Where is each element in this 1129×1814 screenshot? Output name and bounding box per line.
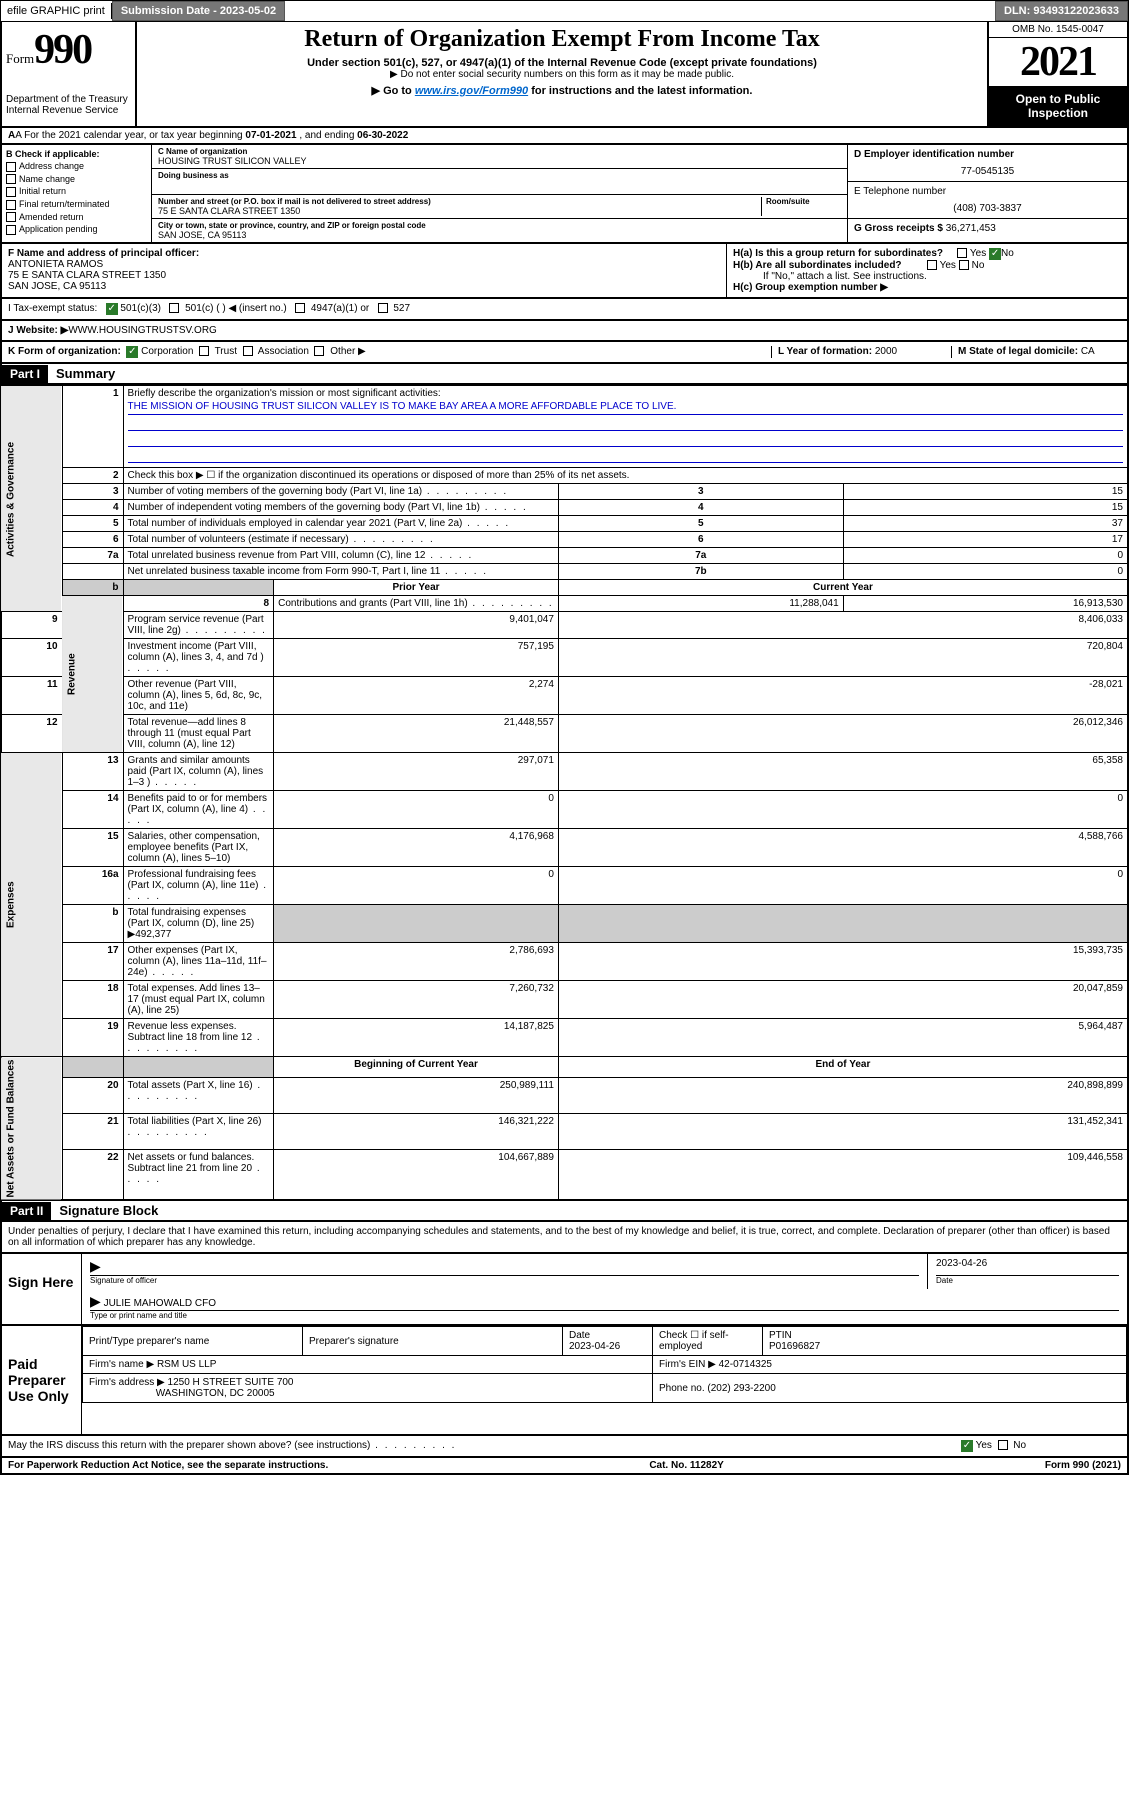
- phone-value: (408) 703-3837: [854, 203, 1121, 214]
- dln: DLN: 93493122023633: [995, 1, 1128, 21]
- subtitle-3: ▶ Go to www.irs.gov/Form990 for instruct…: [141, 84, 983, 97]
- subtitle-2: ▶ Do not enter social security numbers o…: [141, 69, 983, 80]
- firm-phone: (202) 293-2200: [707, 1383, 775, 1394]
- dept-treasury: Department of the Treasury: [6, 94, 131, 105]
- chk-address-change[interactable]: Address change: [6, 161, 147, 172]
- chk-final-return[interactable]: Final return/terminated: [6, 199, 147, 210]
- penalty-statement: Under penalties of perjury, I declare th…: [0, 1222, 1129, 1254]
- ptin-value: P01696827: [769, 1341, 820, 1352]
- topbar: efile GRAPHIC print Submission Date - 20…: [0, 0, 1129, 22]
- org-address: 75 E SANTA CLARA STREET 1350: [158, 206, 761, 216]
- open-inspection: Open to Public Inspection: [989, 86, 1127, 126]
- form-number: 990: [34, 27, 91, 73]
- side-expenses: Expenses: [1, 753, 62, 1057]
- paid-preparer-block: Paid Preparer Use Only Print/Type prepar…: [0, 1326, 1129, 1436]
- part-2-header: Part II Signature Block: [0, 1201, 1129, 1222]
- form-title: Return of Organization Exempt From Incom…: [141, 26, 983, 53]
- chk-amended-return[interactable]: Amended return: [6, 212, 147, 223]
- footer: For Paperwork Reduction Act Notice, see …: [0, 1458, 1129, 1475]
- firm-name: RSM US LLP: [157, 1359, 216, 1370]
- irs-label: Internal Revenue Service: [6, 105, 131, 116]
- part-1-header: Part I Summary: [0, 364, 1129, 385]
- sign-date: 2023-04-26: [936, 1258, 1119, 1276]
- form-word: Form: [6, 51, 34, 66]
- ein-value: 77-0545135: [854, 166, 1121, 177]
- irs-link[interactable]: www.irs.gov/Form990: [415, 85, 528, 97]
- col-d-ein: D Employer identification number 77-0545…: [847, 145, 1127, 242]
- row-klm: K Form of organization: ✓ Corporation Tr…: [0, 342, 1129, 364]
- efile-label: efile GRAPHIC print: [1, 3, 112, 19]
- chk-name-change[interactable]: Name change: [6, 174, 147, 185]
- summary-table: Activities & Governance 1 Briefly descri…: [0, 385, 1129, 1201]
- form-header: Form990 Department of the Treasury Inter…: [0, 22, 1129, 128]
- subtitle-1: Under section 501(c), 527, or 4947(a)(1)…: [141, 57, 983, 69]
- sign-here-label: Sign Here: [2, 1254, 82, 1324]
- gross-receipts: 36,271,453: [946, 223, 996, 234]
- chk-app-pending[interactable]: Application pending: [6, 224, 147, 235]
- col-b-checkboxes: B Check if applicable: Address change Na…: [2, 145, 152, 242]
- side-governance: Activities & Governance: [1, 386, 62, 612]
- firm-ein: 42-0714325: [719, 1359, 772, 1370]
- org-name: HOUSING TRUST SILICON VALLEY: [158, 156, 841, 166]
- col-c-org-info: C Name of organization HOUSING TRUST SIL…: [152, 145, 847, 242]
- row-a-tax-year: AA For the 2021 calendar year, or tax ye…: [0, 128, 1129, 145]
- omb-number: OMB No. 1545-0047: [989, 22, 1127, 38]
- discuss-row: May the IRS discuss this return with the…: [0, 1436, 1129, 1458]
- check-icon: ✓: [126, 346, 138, 358]
- section-bcd: B Check if applicable: Address change Na…: [0, 145, 1129, 244]
- website-value: WWW.HOUSINGTRUSTSV.ORG: [68, 325, 217, 336]
- row-j-website: J Website: ▶ WWW.HOUSINGTRUSTSV.ORG: [0, 321, 1129, 342]
- tax-year: 2021: [989, 38, 1127, 86]
- check-icon: ✓: [106, 303, 118, 315]
- officer-name: ANTONIETA RAMOS: [8, 259, 103, 270]
- check-icon: ✓: [961, 1440, 973, 1452]
- chk-initial-return[interactable]: Initial return: [6, 186, 147, 197]
- signature-block: Sign Here ▶ Signature of officer 2023-04…: [0, 1254, 1129, 1326]
- paid-preparer-label: Paid Preparer Use Only: [2, 1326, 82, 1434]
- side-revenue: Revenue: [62, 596, 123, 753]
- submission-date: Submission Date - 2023-05-02: [112, 1, 285, 21]
- row-f-h: F Name and address of principal officer:…: [0, 244, 1129, 299]
- check-icon: ✓: [989, 248, 1001, 260]
- officer-signed-name: JULIE MAHOWALD CFO: [104, 1298, 216, 1309]
- org-city: SAN JOSE, CA 95113: [158, 230, 841, 240]
- side-net-assets: Net Assets or Fund Balances: [1, 1057, 62, 1201]
- mission-text: THE MISSION OF HOUSING TRUST SILICON VAL…: [128, 401, 1123, 415]
- row-i-tax-status: I Tax-exempt status: ✓ 501(c)(3) 501(c) …: [0, 299, 1129, 321]
